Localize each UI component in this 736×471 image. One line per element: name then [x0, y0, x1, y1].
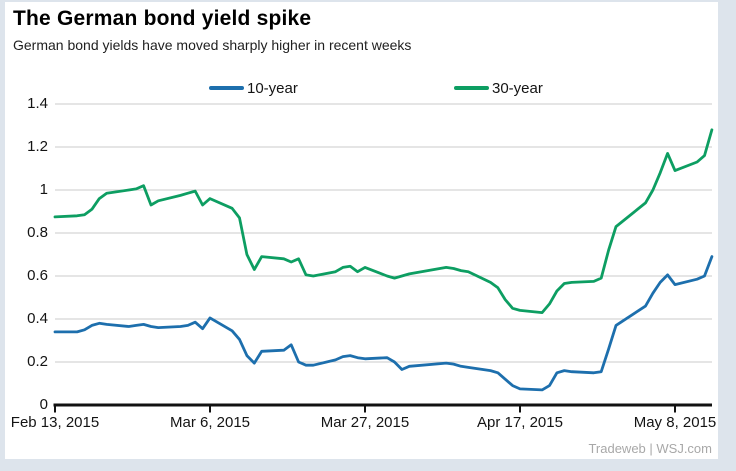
x-axis-label: Mar 6, 2015 — [169, 414, 251, 431]
y-axis-label-0: 0 — [39, 396, 48, 413]
legend-swatch-30-year-icon — [454, 86, 489, 90]
series-line-30-year — [53, 128, 714, 315]
x-axis-label: Feb 13, 2015 — [10, 414, 100, 431]
chart-subtitle: German bond yields have moved sharply hi… — [13, 37, 412, 53]
chart-card — [5, 2, 718, 459]
source-attribution: Tradeweb | WSJ.com — [588, 441, 712, 456]
y-axis-label-0.2: 0.2 — [27, 353, 48, 370]
x-axis-label: May 8, 2015 — [633, 414, 717, 431]
y-axis-label-1.2: 1.2 — [27, 138, 48, 155]
x-axis-label: Apr 17, 2015 — [477, 414, 563, 431]
legend-item-10-year: 10-year — [209, 79, 298, 97]
y-axis-label-1: 1 — [39, 181, 48, 198]
series-line-10-year — [53, 255, 714, 392]
x-axis-label: Mar 27, 2015 — [320, 414, 410, 431]
legend-label-10-year: 10-year — [247, 79, 298, 97]
legend-item-30-year: 30-year — [454, 79, 543, 97]
y-axis-label-1.4: 1.4 — [27, 95, 48, 112]
chart-title: The German bond yield spike — [13, 7, 312, 30]
y-axis-label-0.6: 0.6 — [27, 267, 48, 284]
y-axis-label-0.4: 0.4 — [27, 310, 48, 327]
legend-swatch-10-year-icon — [209, 86, 244, 90]
y-axis-label-0.8: 0.8 — [27, 224, 48, 241]
legend-label-30-year: 30-year — [492, 79, 543, 97]
